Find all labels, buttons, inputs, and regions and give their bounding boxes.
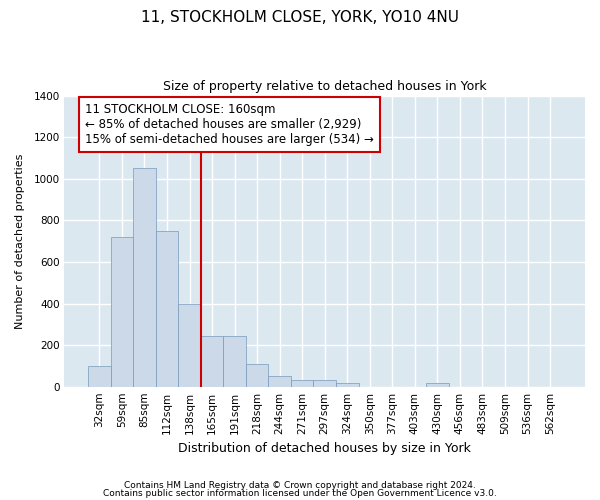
Bar	[110, 237, 133, 386]
Text: Contains public sector information licensed under the Open Government Licence v3: Contains public sector information licen…	[103, 488, 497, 498]
Text: 11 STOCKHOLM CLOSE: 160sqm
← 85% of detached houses are smaller (2,929)
15% of s: 11 STOCKHOLM CLOSE: 160sqm ← 85% of deta…	[85, 103, 374, 146]
Text: Contains HM Land Registry data © Crown copyright and database right 2024.: Contains HM Land Registry data © Crown c…	[124, 481, 476, 490]
Bar	[291, 380, 313, 386]
Bar	[178, 304, 201, 386]
Bar	[336, 382, 359, 386]
Bar	[246, 364, 268, 386]
Bar	[426, 382, 449, 386]
Text: 11, STOCKHOLM CLOSE, YORK, YO10 4NU: 11, STOCKHOLM CLOSE, YORK, YO10 4NU	[141, 10, 459, 25]
X-axis label: Distribution of detached houses by size in York: Distribution of detached houses by size …	[178, 442, 471, 455]
Bar	[268, 376, 291, 386]
Bar	[313, 380, 336, 386]
Bar	[223, 336, 246, 386]
Y-axis label: Number of detached properties: Number of detached properties	[15, 154, 25, 329]
Bar	[88, 366, 110, 386]
Bar	[156, 230, 178, 386]
Bar	[133, 168, 156, 386]
Title: Size of property relative to detached houses in York: Size of property relative to detached ho…	[163, 80, 487, 93]
Bar	[201, 336, 223, 386]
